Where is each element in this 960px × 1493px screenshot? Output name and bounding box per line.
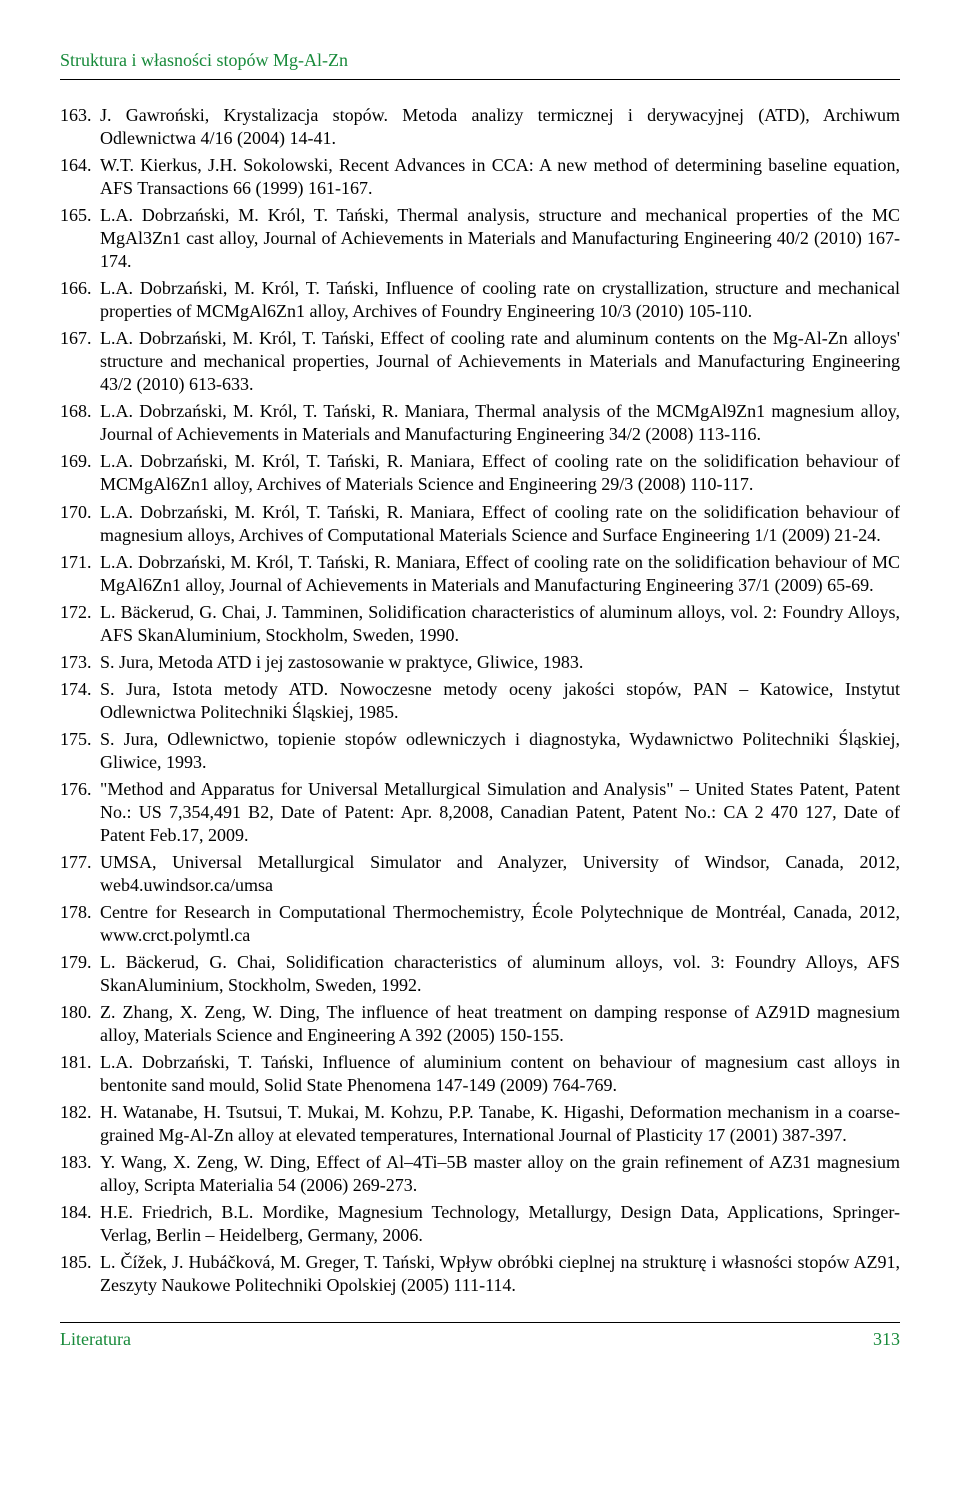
reference-number: 182. bbox=[60, 1101, 100, 1147]
reference-text: L.A. Dobrzański, M. Król, T. Tański, The… bbox=[100, 204, 900, 273]
reference-number: 175. bbox=[60, 728, 100, 774]
reference-item: 177.UMSA, Universal Metallurgical Simula… bbox=[60, 851, 900, 897]
reference-text: S. Jura, Istota metody ATD. Nowoczesne m… bbox=[100, 678, 900, 724]
reference-text: H. Watanabe, H. Tsutsui, T. Mukai, M. Ko… bbox=[100, 1101, 900, 1147]
reference-item: 181.L.A. Dobrzański, T. Tański, Influenc… bbox=[60, 1051, 900, 1097]
reference-item: 176."Method and Apparatus for Universal … bbox=[60, 778, 900, 847]
reference-text: L.A. Dobrzański, M. Król, T. Tański, Eff… bbox=[100, 327, 900, 396]
reference-text: UMSA, Universal Metallurgical Simulator … bbox=[100, 851, 900, 897]
reference-text: L.A. Dobrzański, M. Król, T. Tański, R. … bbox=[100, 501, 900, 547]
reference-item: 165.L.A. Dobrzański, M. Król, T. Tański,… bbox=[60, 204, 900, 273]
reference-text: L.A. Dobrzański, M. Król, T. Tański, R. … bbox=[100, 551, 900, 597]
reference-number: 165. bbox=[60, 204, 100, 273]
reference-number: 184. bbox=[60, 1201, 100, 1247]
reference-item: 173.S. Jura, Metoda ATD i jej zastosowan… bbox=[60, 651, 900, 674]
reference-number: 170. bbox=[60, 501, 100, 547]
reference-text: L.A. Dobrzański, T. Tański, Influence of… bbox=[100, 1051, 900, 1097]
reference-number: 169. bbox=[60, 450, 100, 496]
reference-number: 176. bbox=[60, 778, 100, 847]
reference-text: W.T. Kierkus, J.H. Sokolowski, Recent Ad… bbox=[100, 154, 900, 200]
reference-item: 170.L.A. Dobrzański, M. Król, T. Tański,… bbox=[60, 501, 900, 547]
header-rule bbox=[60, 79, 900, 80]
reference-text: Y. Wang, X. Zeng, W. Ding, Effect of Al–… bbox=[100, 1151, 900, 1197]
reference-number: 181. bbox=[60, 1051, 100, 1097]
reference-item: 167.L.A. Dobrzański, M. Król, T. Tański,… bbox=[60, 327, 900, 396]
reference-item: 171.L.A. Dobrzański, M. Król, T. Tański,… bbox=[60, 551, 900, 597]
reference-item: 166.L.A. Dobrzański, M. Król, T. Tański,… bbox=[60, 277, 900, 323]
reference-text: H.E. Friedrich, B.L. Mordike, Magnesium … bbox=[100, 1201, 900, 1247]
reference-number: 179. bbox=[60, 951, 100, 997]
reference-number: 164. bbox=[60, 154, 100, 200]
reference-text: L.A. Dobrzański, M. Król, T. Tański, R. … bbox=[100, 400, 900, 446]
reference-number: 171. bbox=[60, 551, 100, 597]
page-number: 313 bbox=[873, 1329, 900, 1350]
reference-number: 177. bbox=[60, 851, 100, 897]
reference-item: 179.L. Bäckerud, G. Chai, Solidification… bbox=[60, 951, 900, 997]
reference-number: 174. bbox=[60, 678, 100, 724]
reference-item: 169.L.A. Dobrzański, M. Król, T. Tański,… bbox=[60, 450, 900, 496]
reference-text: S. Jura, Odlewnictwo, topienie stopów od… bbox=[100, 728, 900, 774]
reference-text: Centre for Research in Computational The… bbox=[100, 901, 900, 947]
reference-text: S. Jura, Metoda ATD i jej zastosowanie w… bbox=[100, 651, 900, 674]
reference-number: 183. bbox=[60, 1151, 100, 1197]
reference-item: 172.L. Bäckerud, G. Chai, J. Tamminen, S… bbox=[60, 601, 900, 647]
reference-text: L. Čížek, J. Hubáčková, M. Greger, T. Ta… bbox=[100, 1251, 900, 1297]
reference-item: 182.H. Watanabe, H. Tsutsui, T. Mukai, M… bbox=[60, 1101, 900, 1147]
reference-number: 167. bbox=[60, 327, 100, 396]
reference-number: 172. bbox=[60, 601, 100, 647]
reference-item: 168.L.A. Dobrzański, M. Król, T. Tański,… bbox=[60, 400, 900, 446]
reference-item: 183.Y. Wang, X. Zeng, W. Ding, Effect of… bbox=[60, 1151, 900, 1197]
reference-item: 178.Centre for Research in Computational… bbox=[60, 901, 900, 947]
reference-text: "Method and Apparatus for Universal Meta… bbox=[100, 778, 900, 847]
reference-text: J. Gawroński, Krystalizacja stopów. Meto… bbox=[100, 104, 900, 150]
reference-item: 185.L. Čížek, J. Hubáčková, M. Greger, T… bbox=[60, 1251, 900, 1297]
reference-item: 163.J. Gawroński, Krystalizacja stopów. … bbox=[60, 104, 900, 150]
reference-item: 174.S. Jura, Istota metody ATD. Nowoczes… bbox=[60, 678, 900, 724]
reference-number: 168. bbox=[60, 400, 100, 446]
reference-number: 180. bbox=[60, 1001, 100, 1047]
reference-item: 164.W.T. Kierkus, J.H. Sokolowski, Recen… bbox=[60, 154, 900, 200]
reference-number: 185. bbox=[60, 1251, 100, 1297]
reference-text: L.A. Dobrzański, M. Król, T. Tański, Inf… bbox=[100, 277, 900, 323]
reference-number: 173. bbox=[60, 651, 100, 674]
reference-number: 178. bbox=[60, 901, 100, 947]
reference-number: 166. bbox=[60, 277, 100, 323]
footer-rule bbox=[60, 1322, 900, 1323]
reference-text: Z. Zhang, X. Zeng, W. Ding, The influenc… bbox=[100, 1001, 900, 1047]
reference-item: 184.H.E. Friedrich, B.L. Mordike, Magnes… bbox=[60, 1201, 900, 1247]
reference-item: 175.S. Jura, Odlewnictwo, topienie stopó… bbox=[60, 728, 900, 774]
reference-number: 163. bbox=[60, 104, 100, 150]
reference-text: L.A. Dobrzański, M. Król, T. Tański, R. … bbox=[100, 450, 900, 496]
footer-section-label: Literatura bbox=[60, 1329, 131, 1350]
running-header: Struktura i własności stopów Mg-Al-Zn bbox=[60, 50, 900, 71]
reference-text: L. Bäckerud, G. Chai, Solidification cha… bbox=[100, 951, 900, 997]
references-list: 163.J. Gawroński, Krystalizacja stopów. … bbox=[60, 104, 900, 1298]
reference-text: L. Bäckerud, G. Chai, J. Tamminen, Solid… bbox=[100, 601, 900, 647]
reference-item: 180.Z. Zhang, X. Zeng, W. Ding, The infl… bbox=[60, 1001, 900, 1047]
